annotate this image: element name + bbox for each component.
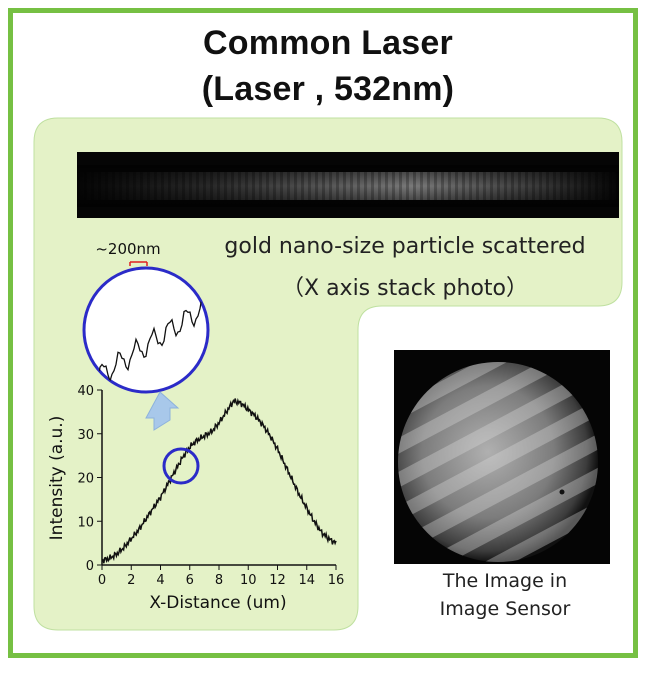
x-tick-label: 6 — [186, 573, 194, 588]
stack-caption-line-2: （X axis stack photo） — [282, 276, 528, 301]
sensor-caption-line-1: The Image in — [442, 570, 568, 592]
speckle-band — [400, 441, 598, 562]
y-tick-label: 40 — [77, 384, 94, 399]
title-line-1: Common Laser — [203, 24, 453, 62]
speckle-band — [398, 362, 598, 506]
image-sensor-photo — [394, 350, 610, 564]
x-tick-label: 12 — [269, 573, 286, 588]
x-axis-label: X-Distance (um) — [149, 593, 286, 613]
speckle-band — [398, 362, 598, 480]
x-tick-label: 2 — [127, 573, 135, 588]
green-panel — [33, 117, 623, 631]
scale-label: ~200nm — [95, 240, 160, 258]
y-tick-label: 10 — [77, 515, 94, 530]
stack-photo — [77, 152, 619, 218]
x-tick-label: 8 — [215, 573, 223, 588]
x-tick-label: 10 — [240, 573, 257, 588]
sensor-caption-line-2: Image Sensor — [439, 598, 571, 620]
x-tick-label: 14 — [298, 573, 315, 588]
speckle-band — [414, 467, 598, 562]
y-tick-label: 20 — [77, 472, 94, 487]
y-tick-label: 30 — [77, 428, 94, 443]
x-tick-label: 4 — [156, 573, 164, 588]
zoom-circle — [162, 447, 200, 485]
y-tick-label: 0 — [86, 559, 94, 574]
y-axis-label: Intensity (a.u.) — [47, 416, 67, 541]
x-tick-label: 0 — [98, 573, 106, 588]
speckle-band — [398, 414, 598, 559]
speckle-band — [398, 388, 598, 533]
up-arrow-icon — [145, 391, 180, 431]
stack-caption-line-1: gold nano-size particle scattered — [224, 234, 586, 259]
magnified-inset — [82, 266, 210, 394]
intensity-line — [101, 397, 337, 564]
x-tick-label: 16 — [328, 573, 345, 588]
speckle-band — [398, 362, 584, 453]
title-line-2: (Laser , 532nm) — [201, 70, 455, 108]
